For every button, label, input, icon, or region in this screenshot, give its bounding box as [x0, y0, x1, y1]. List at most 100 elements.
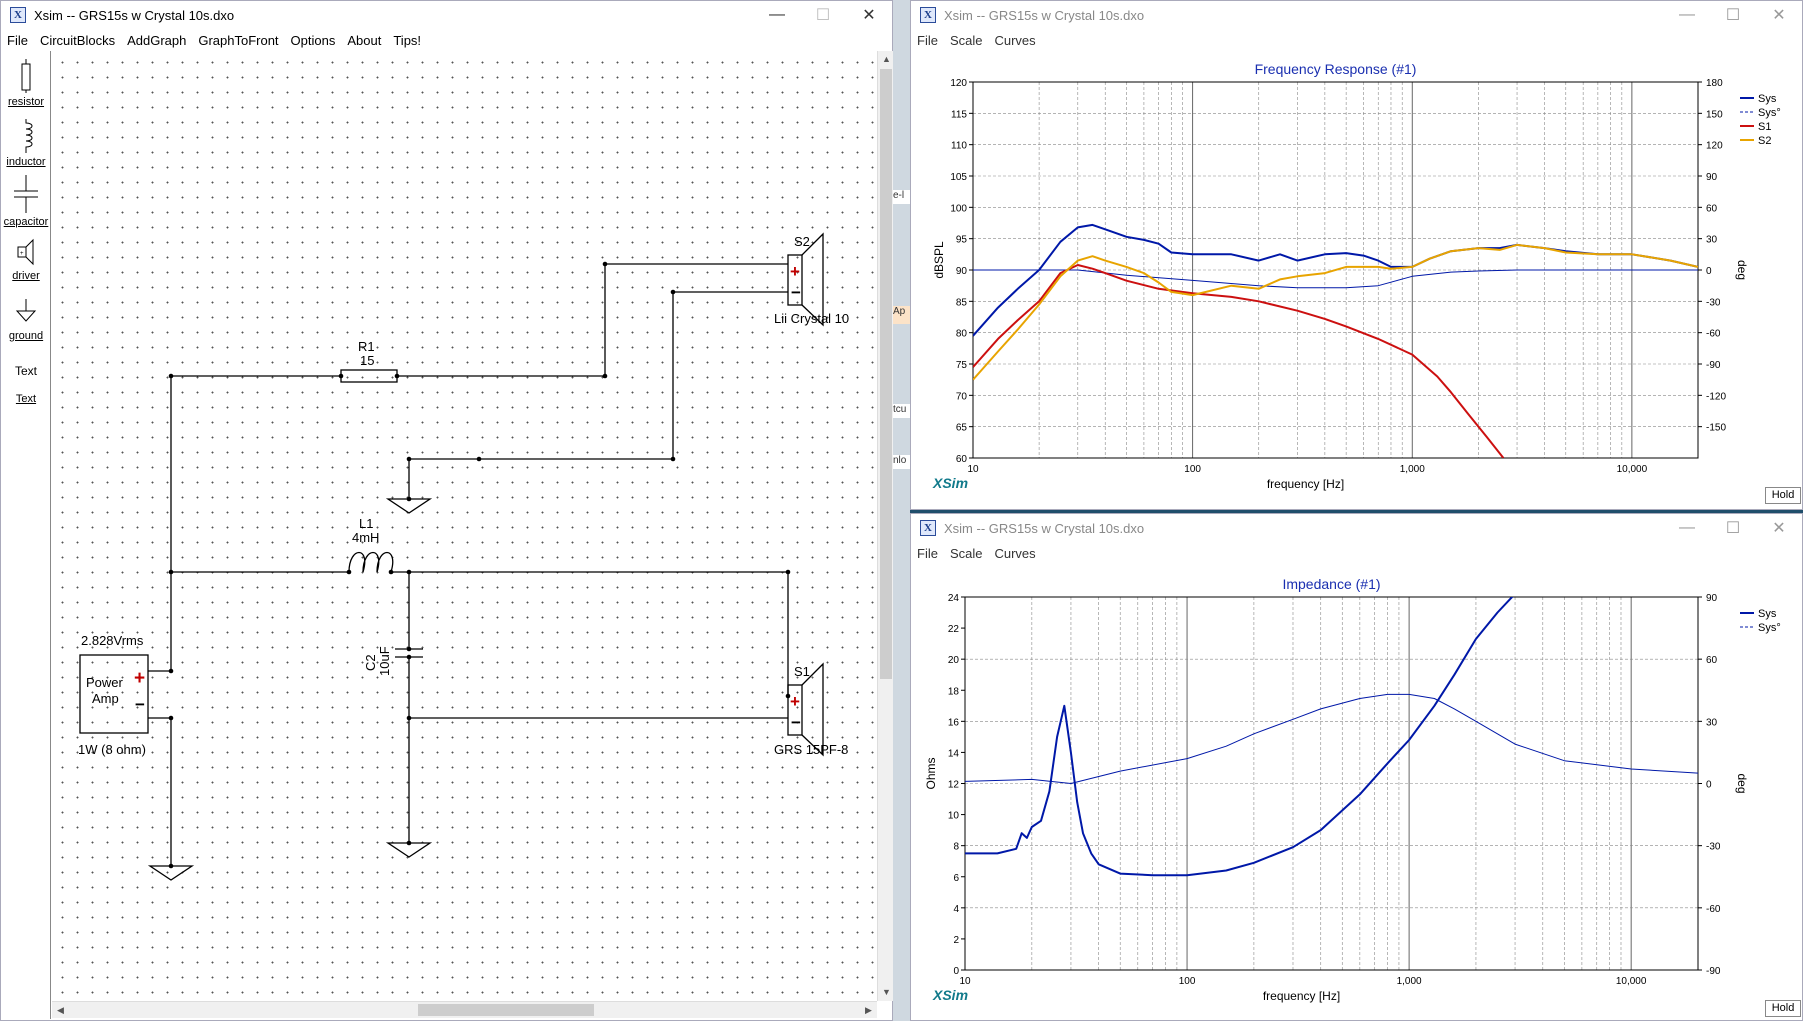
- menu-curves[interactable]: Curves: [994, 545, 1036, 561]
- maximize-button[interactable]: ☐: [1725, 7, 1741, 24]
- tool-ground[interactable]: ground: [1, 297, 51, 342]
- s2-name: S2: [794, 234, 810, 249]
- tool-inductor-label: inductor: [6, 156, 46, 168]
- imp-titlebar[interactable]: X Xsim -- GRS15s w Crystal 10s.dxo — ☐ ✕: [911, 514, 1802, 542]
- menu-options[interactable]: Options: [290, 32, 336, 48]
- y2-tick-label: 0: [1706, 266, 1712, 277]
- y-tick-label: 2: [953, 935, 959, 946]
- power-amp-block[interactable]: [79, 654, 149, 734]
- minimize-button[interactable]: —: [1679, 6, 1695, 23]
- driver-s2[interactable]: [787, 254, 803, 306]
- app-icon: X: [920, 520, 936, 536]
- menu-scale[interactable]: Scale: [949, 32, 983, 48]
- schematic-canvas[interactable]: R1 15 L1 4mH C2 10uF S2 Lii Crystal 10 S…: [52, 51, 877, 1001]
- menu-file[interactable]: File: [917, 545, 938, 561]
- x-tick-label: 10: [959, 976, 971, 987]
- menu-scale[interactable]: Scale: [949, 545, 983, 561]
- s1-plus: +: [790, 692, 800, 711]
- scroll-up-arrow[interactable]: ▲: [882, 54, 891, 64]
- series-line: [973, 269, 1698, 289]
- freq-menubar: File Scale Curves: [911, 29, 1802, 51]
- tool-text[interactable]: Text: [1, 364, 51, 378]
- schematic: R1 15 L1 4mH C2 10uF S2 Lii Crystal 10 S…: [78, 232, 849, 881]
- hold-button[interactable]: Hold: [1765, 487, 1801, 504]
- minimize-button[interactable]: —: [1679, 519, 1695, 536]
- r1-value: 15: [360, 353, 374, 368]
- x-tick-label: 10,000: [1617, 464, 1648, 475]
- freq-titlebar[interactable]: X Xsim -- GRS15s w Crystal 10s.dxo — ☐ ✕: [911, 1, 1802, 29]
- tool-text-link[interactable]: Text: [1, 393, 51, 405]
- scroll-down-arrow[interactable]: ▼: [882, 987, 891, 997]
- horizontal-scroll-thumb[interactable]: [418, 1004, 594, 1016]
- y2-tick-label: -60: [1706, 329, 1721, 340]
- tool-driver[interactable]: + driver: [1, 237, 51, 282]
- y2-tick-label: -30: [1706, 297, 1721, 308]
- y2-tick-label: -60: [1706, 904, 1721, 915]
- vertical-scroll-thumb[interactable]: [880, 69, 892, 679]
- vertical-scrollbar[interactable]: ▲ ▼: [877, 51, 894, 1001]
- source-plus: +: [134, 668, 145, 689]
- y-tick-label: 100: [950, 203, 967, 214]
- y-tick-label: 4: [953, 904, 959, 915]
- y2-tick-label: 60: [1706, 655, 1718, 666]
- driver-s2-cone: [801, 232, 824, 327]
- y-tick-label: 22: [948, 624, 960, 635]
- maximize-button[interactable]: ☐: [815, 7, 831, 24]
- maximize-button[interactable]: ☐: [1725, 520, 1741, 537]
- horizontal-scrollbar[interactable]: ◀ ▶: [52, 1001, 877, 1018]
- close-button[interactable]: ✕: [862, 7, 876, 24]
- y-tick-label: 70: [956, 391, 968, 402]
- source-voltage: 2.828Vrms: [81, 633, 144, 648]
- x-tick-label: 1,000: [1400, 464, 1425, 475]
- menu-graphtofront[interactable]: GraphToFront: [198, 32, 279, 48]
- resistor-icon: [21, 59, 31, 93]
- y2-tick-label: -120: [1706, 391, 1726, 402]
- y2-tick-label: 90: [1706, 593, 1718, 604]
- main-window-title: Xsim -- GRS15s w Crystal 10s.dxo: [34, 7, 235, 23]
- close-button[interactable]: ✕: [1772, 520, 1786, 537]
- app-icon: X: [920, 7, 936, 23]
- s2-minus: −: [791, 283, 801, 302]
- series-line: [973, 223, 1698, 337]
- driver-s1[interactable]: [787, 684, 803, 736]
- impedance-chart: Impedance (#1)024681012141618202224-90-6…: [924, 576, 1781, 1003]
- y-tick-label: 8: [953, 842, 959, 853]
- tool-inductor[interactable]: inductor: [1, 119, 51, 168]
- menu-about[interactable]: About: [347, 32, 382, 48]
- y-tick-label: 60: [956, 454, 968, 465]
- x-tick-label: 10,000: [1616, 976, 1647, 987]
- close-button[interactable]: ✕: [1772, 7, 1786, 24]
- c2-value: 10uF: [377, 646, 392, 676]
- legend-label: Sys: [1758, 93, 1777, 105]
- tool-capacitor-label: capacitor: [3, 216, 49, 228]
- xsim-brand: XSim: [932, 987, 968, 1003]
- main-titlebar[interactable]: X Xsim -- GRS15s w Crystal 10s.dxo — ☐ ✕: [1, 1, 892, 29]
- menu-file[interactable]: File: [7, 32, 28, 48]
- menu-addgraph[interactable]: AddGraph: [127, 32, 187, 48]
- y-tick-label: 105: [950, 172, 967, 183]
- menu-tips[interactable]: Tips!: [393, 32, 422, 48]
- menu-curves[interactable]: Curves: [994, 32, 1036, 48]
- tool-resistor[interactable]: resistor: [1, 59, 51, 108]
- capacitor-icon: [14, 175, 38, 213]
- scroll-left-arrow[interactable]: ◀: [57, 1005, 64, 1015]
- menu-file[interactable]: File: [917, 32, 938, 48]
- tool-resistor-label: resistor: [7, 96, 45, 108]
- strip-fragment: Ap: [893, 306, 910, 324]
- y-tick-label: 75: [956, 360, 968, 371]
- scroll-right-arrow[interactable]: ▶: [865, 1005, 872, 1015]
- minimize-button[interactable]: —: [769, 6, 785, 23]
- menu-circuitblocks[interactable]: CircuitBlocks: [39, 32, 116, 48]
- hold-button[interactable]: Hold: [1765, 1000, 1801, 1017]
- text-icon: Text: [14, 364, 37, 378]
- y-tick-label: 12: [948, 780, 960, 791]
- resistor-r1[interactable]: [340, 369, 398, 383]
- s1-model: GRS 15PF-8: [774, 742, 848, 757]
- legend-label: Sys: [1758, 608, 1777, 620]
- inductor-l1[interactable]: [348, 552, 394, 573]
- y2-axis-label: deg: [1735, 260, 1749, 280]
- driver-icon: +: [17, 238, 34, 266]
- tool-capacitor[interactable]: capacitor: [1, 175, 51, 228]
- x-axis-label: frequency [Hz]: [1267, 477, 1344, 491]
- s2-plus: +: [790, 262, 800, 281]
